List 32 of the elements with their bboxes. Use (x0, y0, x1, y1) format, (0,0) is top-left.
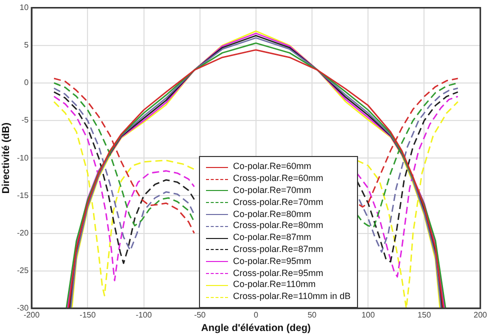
x-tick-label: 50 (308, 310, 318, 320)
legend-label: Cross-polar.Re=80mm (233, 220, 324, 232)
x-tick-label: 100 (361, 310, 376, 320)
y-tick-label: -15 (17, 190, 30, 200)
y-tick-label: -10 (17, 153, 30, 162)
x-tick-label: -50 (194, 310, 206, 320)
x-tick-label: 200 (474, 310, 488, 320)
y-tick-label: 5 (24, 40, 30, 50)
x-tick-label: -150 (80, 310, 96, 320)
x-axis-title: Angle d'élévation (deg) (201, 322, 311, 334)
legend-label: Cross-polar.Re=95mm (233, 268, 324, 280)
legend-label: Co-polar.Re=110mm (233, 279, 316, 292)
x-tick-label: -100 (136, 310, 152, 320)
y-tick-label: -30 (17, 304, 30, 313)
x-tick-label: 150 (418, 310, 432, 320)
legend-label: Cross-polar.Re=60mm (233, 173, 324, 186)
legend-label: Co-polar.Re=87mm (233, 232, 312, 244)
legend-label: Cross-polar.Re=87mm (233, 244, 324, 256)
y-tick-label: 10 (20, 3, 30, 12)
y-tick-label: -25 (17, 266, 30, 276)
legend-label: Co-polar.Re=60mm (233, 161, 312, 174)
legend-label: Cross-polar.Re=70mm (233, 196, 324, 209)
legend-label: Co-polar.Re=70mm (233, 185, 312, 197)
y-tick-label: -5 (21, 116, 30, 125)
x-tick-label: -200 (24, 310, 40, 320)
x-tick-label: 0 (254, 310, 259, 320)
legend-label: Co-polar.Re=80mm (233, 208, 312, 220)
legend-label: Co-polar.Re=95mm (233, 256, 312, 268)
legend-label: Cross-polar.Re=110mm in dB (233, 291, 351, 303)
y-tick-label: -20 (17, 228, 30, 238)
y-tick-label: 0 (24, 78, 30, 88)
y-axis-title: Directivité (dB) (0, 122, 12, 194)
